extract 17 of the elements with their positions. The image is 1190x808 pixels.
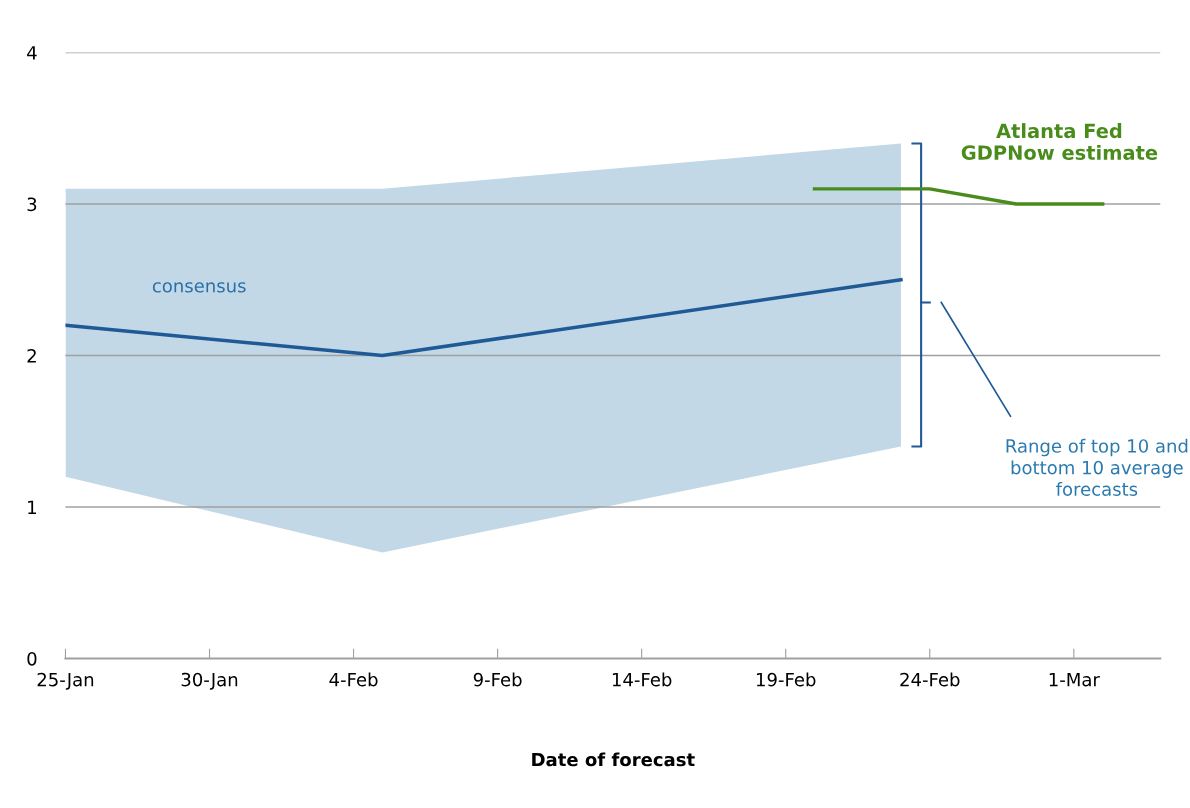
x-tick-label: 24-Feb [900, 672, 960, 687]
x-axis-title: Date of forecast [532, 752, 695, 767]
x-tick-label: 25-Jan [37, 672, 94, 690]
y-tick-label: 2 [27, 348, 36, 363]
series-label: Atlanta Fed GDPNow estimate [961, 123, 1158, 160]
x-tick-label: 1-Mar [1049, 672, 1100, 687]
y-tick-label: 3 [27, 197, 37, 212]
y-tick-label: 4 [27, 46, 37, 60]
x-tick-label: 9-Feb [473, 672, 522, 687]
y-tick-label: 0 [27, 651, 37, 666]
annotation: Range of top 10 and bottom 10 average forecasts [1006, 438, 1188, 496]
x-tick-label: 14-Feb [612, 672, 672, 687]
text: consensus [152, 282, 246, 293]
x-tick-label: 4-Feb [329, 672, 378, 687]
x-tick-label: 30-Jan [181, 672, 238, 690]
y-tick-label: 1 [28, 500, 36, 514]
x-tick-label: 19-Feb [756, 672, 816, 687]
